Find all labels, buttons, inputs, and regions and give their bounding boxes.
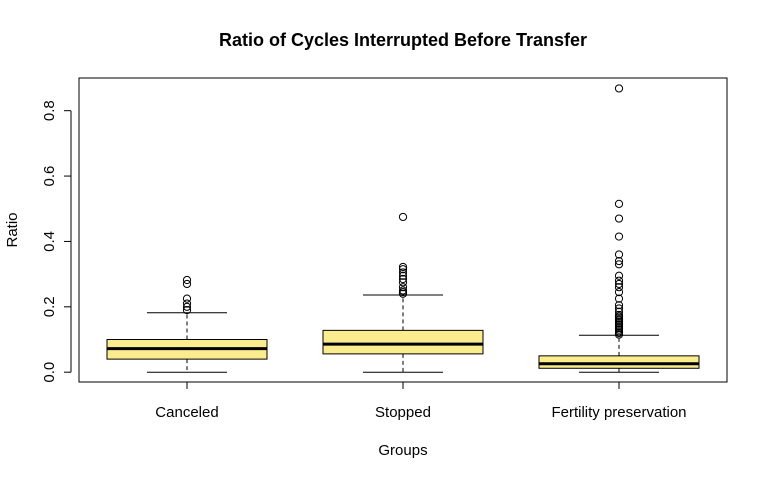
outlier-point xyxy=(398,268,408,277)
outlier-point xyxy=(614,250,624,259)
x-tick-label: Canceled xyxy=(155,404,218,421)
outlier-point xyxy=(614,294,624,303)
y-tick-label: 0.2 xyxy=(41,296,58,317)
outlier-point xyxy=(614,310,624,320)
outlier-point xyxy=(398,283,408,292)
box-fertility-preservation xyxy=(538,84,700,373)
y-axis-label: Ratio xyxy=(4,212,21,247)
x-axis-label: Groups xyxy=(378,442,427,459)
outlier-point xyxy=(398,212,408,222)
outlier-point xyxy=(614,256,624,266)
iqr-box xyxy=(538,355,700,369)
y-tick-label: 0.6 xyxy=(41,166,58,187)
outlier-point xyxy=(614,199,624,208)
outlier-point xyxy=(614,214,624,223)
box-stopped xyxy=(322,212,484,373)
y-tick-label: 0.8 xyxy=(41,100,58,121)
x-tick-label: Fertility preservation xyxy=(551,404,686,421)
y-tick-label: 0.0 xyxy=(41,362,58,383)
plot-frame xyxy=(78,77,728,383)
x-axis: Canceled Stopped Fertility preservation xyxy=(155,381,687,421)
outlier-point xyxy=(398,286,408,295)
outlier-point xyxy=(614,260,624,269)
outlier-point xyxy=(182,294,192,303)
outlier-point xyxy=(398,262,408,272)
outlier-point xyxy=(614,283,624,292)
iqr-box xyxy=(322,329,484,355)
y-tick-label: 0.4 xyxy=(41,231,58,252)
outlier-point xyxy=(182,305,192,315)
outlier-point xyxy=(614,84,624,93)
outlier-point xyxy=(182,302,192,311)
outlier-point xyxy=(398,265,408,274)
outlier-point xyxy=(182,279,192,289)
outlier-point xyxy=(614,279,624,289)
outlier-point xyxy=(614,301,624,310)
outlier-point xyxy=(614,271,624,280)
outlier-point xyxy=(614,304,624,313)
boxes xyxy=(106,84,700,373)
outlier-point xyxy=(614,307,624,316)
outlier-point xyxy=(614,288,624,297)
x-tick-label: Stopped xyxy=(375,404,431,421)
outlier-point xyxy=(182,299,192,308)
y-axis: 0.0 0.2 0.4 0.6 0.8 xyxy=(41,100,72,383)
box-canceled xyxy=(106,275,268,373)
outlier-point xyxy=(398,274,408,284)
outlier-point xyxy=(614,232,624,241)
outlier-point xyxy=(614,276,624,285)
chart-title: Ratio of Cycles Interrupted Before Trans… xyxy=(219,30,587,50)
outlier-point xyxy=(398,278,408,287)
outlier-point xyxy=(398,271,408,280)
outlier-point xyxy=(182,275,192,285)
